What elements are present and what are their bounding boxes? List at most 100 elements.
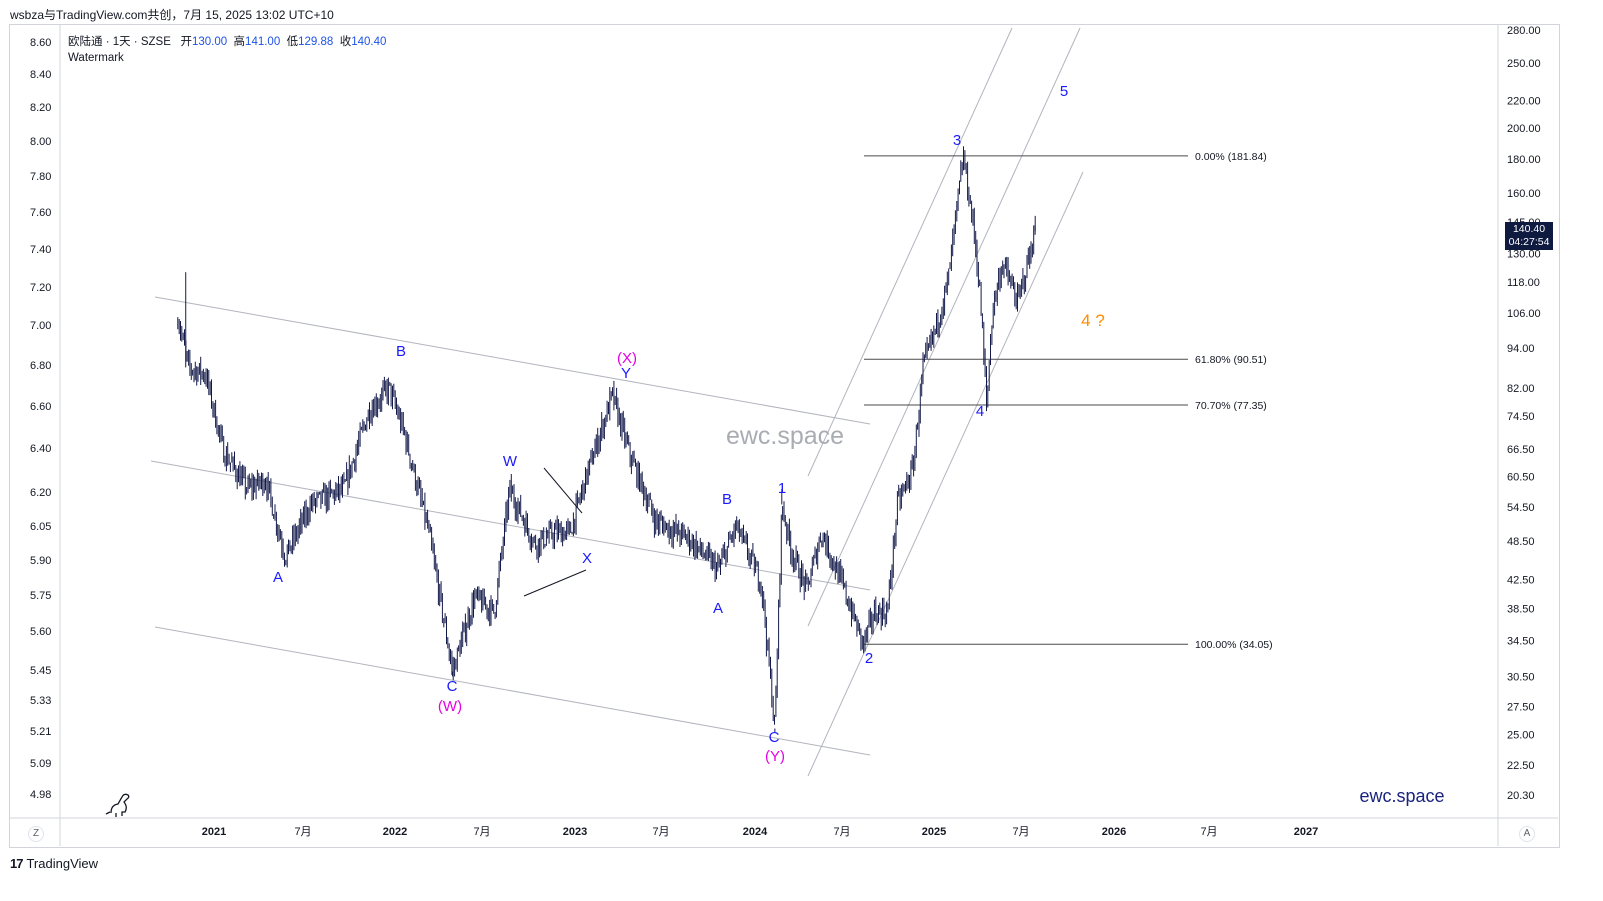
left-axis-tick-label: 6.40 [30, 443, 51, 455]
wave-label: C [769, 729, 780, 746]
ascending-channel [807, 27, 1084, 777]
fib-level-label: 61.80% (90.51) [1195, 354, 1267, 366]
right-axis-tick-label: 30.50 [1507, 671, 1535, 683]
right-axis-tick-label: 60.50 [1507, 472, 1535, 484]
last-price-tag: 140.40 04:27:54 [1505, 222, 1553, 250]
time-axis: 2021 7月 2022 7月 2023 7月 2024 7月 2025 7月 2026 7月 2027 [202, 826, 1318, 838]
watermark-center: ewc.space [726, 422, 844, 450]
wave-label: B [396, 343, 406, 360]
wave-label: A [713, 600, 723, 617]
left-axis-tick-label: 6.60 [30, 401, 51, 413]
legend-open-value: 130.00 [191, 36, 228, 48]
tradingview-footer[interactable]: 17 TradingView [10, 856, 98, 871]
chart-header-title: wsbza与TradingView.com共创，7月 15, 2025 13:0… [10, 8, 334, 22]
wave-label: A [273, 569, 283, 586]
time-axis-tick-label: 2023 [563, 826, 587, 838]
dinosaur-icon[interactable] [105, 793, 130, 817]
legend-ohlc-row: 欧陆通 · 1天 · SZSE 开130.00 高141.00 低129.88 … [68, 34, 386, 50]
fib-retracement: 0.00% (181.84) 61.80% (90.51) 70.70% (77.3… [864, 151, 1273, 651]
wave-label: (Y) [765, 748, 785, 765]
right-axis-tick-label: 20.30 [1507, 790, 1535, 802]
time-axis-tick-label: 7月 [833, 826, 850, 838]
left-axis-tick-label: 6.05 [30, 521, 51, 533]
left-axis-tick-label: 4.98 [30, 789, 51, 801]
wave-labels: A B C (W) W X Y(X) B A C (Y) 1 2 3 4 5 4 ? [273, 83, 1105, 765]
right-axis-tick-label: 66.50 [1507, 444, 1535, 456]
left-axis-tick-label: 8.40 [30, 69, 51, 81]
watermark-bottom: ewc.space [1359, 786, 1444, 806]
channel-line-asc-lower [807, 171, 1084, 777]
channel-line-asc-upper [807, 27, 1013, 477]
left-axis-tick-label: 5.33 [30, 695, 51, 707]
tradingview-brand: TradingView [26, 856, 99, 871]
right-axis-tick-label: 94.00 [1507, 343, 1535, 355]
time-axis-tick-label: 2021 [202, 826, 226, 838]
time-axis-tick-label: 7月 [1012, 826, 1029, 838]
wave-label: C [447, 678, 458, 695]
fib-level-label: 0.00% (181.84) [1195, 151, 1267, 163]
right-axis-tick-label: 118.00 [1507, 277, 1540, 289]
left-axis-tick-label: 6.80 [30, 360, 51, 372]
time-axis-tick-label: 7月 [294, 826, 311, 838]
time-axis-tick-label: 2027 [1294, 826, 1318, 838]
right-axis-tick-label: 160.00 [1507, 188, 1541, 200]
time-axis-tick-label: 2024 [743, 826, 768, 838]
legend-high-label: 高 [233, 36, 246, 48]
right-axis-tick-label: 25.00 [1507, 729, 1535, 741]
left-axis-tick-label: 5.45 [30, 665, 51, 677]
right-axis-tick-label: 27.50 [1507, 702, 1535, 714]
right-axis-tick-label: 106.00 [1507, 308, 1541, 320]
wave-label: W [503, 453, 518, 470]
wave-label: 1 [778, 480, 786, 497]
left-axis-tick-label: 8.60 [30, 37, 51, 49]
right-axis-tick-label: 200.00 [1507, 123, 1541, 135]
time-axis-tick-label: 7月 [652, 826, 669, 838]
left-axis-tick-label: 6.20 [30, 487, 51, 499]
legend-low-value: 129.88 [298, 36, 334, 48]
wave-label: 4 [976, 403, 984, 420]
legend-watermark-indicator[interactable]: Watermark [68, 52, 124, 64]
left-axis-tick-label: 5.60 [30, 626, 51, 638]
left-axis-tick-label: 7.20 [30, 282, 51, 294]
left-axis-tick-label: 7.40 [30, 244, 51, 256]
time-axis-tick-label: 2026 [1102, 826, 1126, 838]
right-axis-tick-label: 34.50 [1507, 635, 1535, 647]
fib-level-label: 70.70% (77.35) [1195, 400, 1267, 412]
left-scale-button[interactable]: Z [28, 826, 44, 842]
triangle-line-lower [523, 569, 587, 597]
time-axis-tick-label: 2022 [383, 826, 407, 838]
wave-label: Y [621, 365, 631, 382]
wave-label: 3 [953, 132, 961, 149]
tradingview-logo-icon: 17 [10, 856, 24, 871]
wave-label: 4 ? [1081, 311, 1105, 330]
right-axis-tick-label: 82.00 [1507, 383, 1535, 395]
right-axis-tick-label: 130.00 [1507, 249, 1541, 261]
left-axis-tick-label: 7.00 [30, 320, 51, 332]
candle-series [177, 146, 1036, 732]
legend-high-value: 141.00 [245, 36, 281, 48]
wave-label: 5 [1060, 83, 1068, 100]
left-axis-tick-label: 5.90 [30, 555, 51, 567]
fib-level-label: 100.00% (34.05) [1195, 639, 1273, 651]
right-axis-tick-label: 22.50 [1507, 760, 1535, 772]
legend-open-label: 开 [180, 36, 192, 48]
wave-label: 2 [865, 650, 873, 667]
last-price-value: 140.40 [1512, 223, 1546, 235]
wave-label: B [722, 491, 732, 508]
right-axis-tick-label: 42.50 [1507, 575, 1535, 587]
left-axis-tick-label: 7.80 [30, 171, 51, 183]
right-axis-tick-label: 48.50 [1507, 536, 1535, 548]
time-axis-tick-label: 7月 [473, 826, 490, 838]
right-axis-tick-label: 38.50 [1507, 603, 1535, 615]
channel-line-asc-middle [807, 27, 1081, 627]
legend-symbol[interactable]: 欧陆通 · 1天 · SZSE [68, 36, 171, 48]
right-axis-tick-label: 250.00 [1507, 58, 1541, 70]
legend-low-label: 低 [286, 36, 299, 48]
channel-line-upper [154, 296, 871, 425]
auto-scale-button[interactable]: A [1519, 826, 1535, 842]
channel-line-lower [154, 626, 871, 756]
right-axis-tick-label: 54.50 [1507, 502, 1535, 514]
legend-close-label: 收 [339, 36, 352, 48]
left-axis-tick-label: 8.20 [30, 102, 51, 114]
